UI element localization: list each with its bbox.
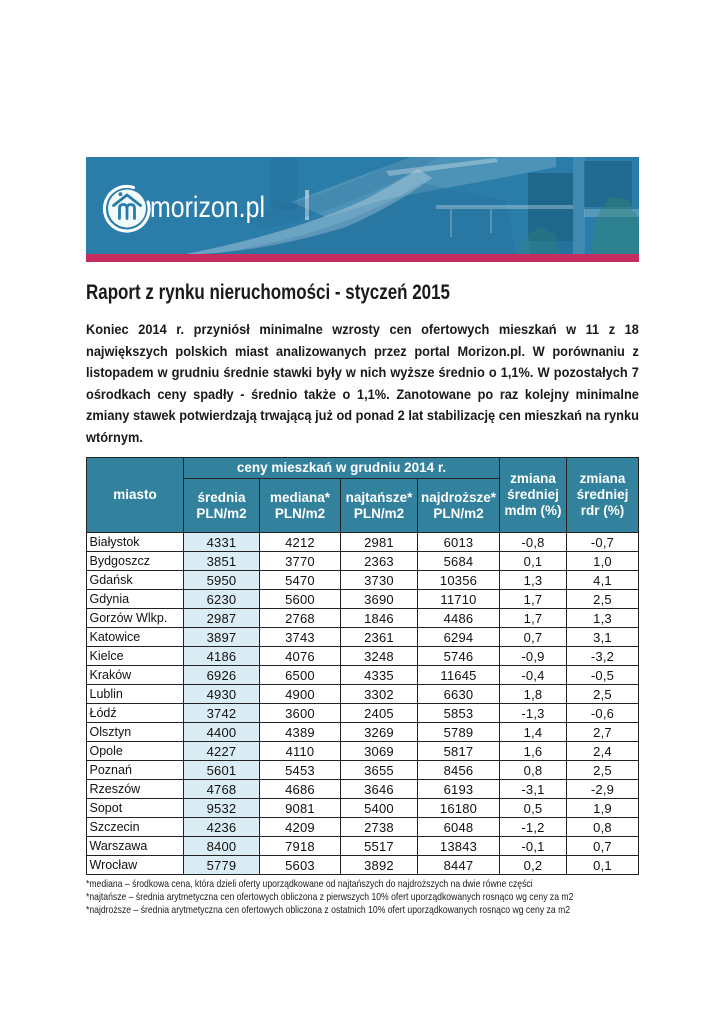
svg-text:morizon.pl: morizon.pl [150,191,265,224]
